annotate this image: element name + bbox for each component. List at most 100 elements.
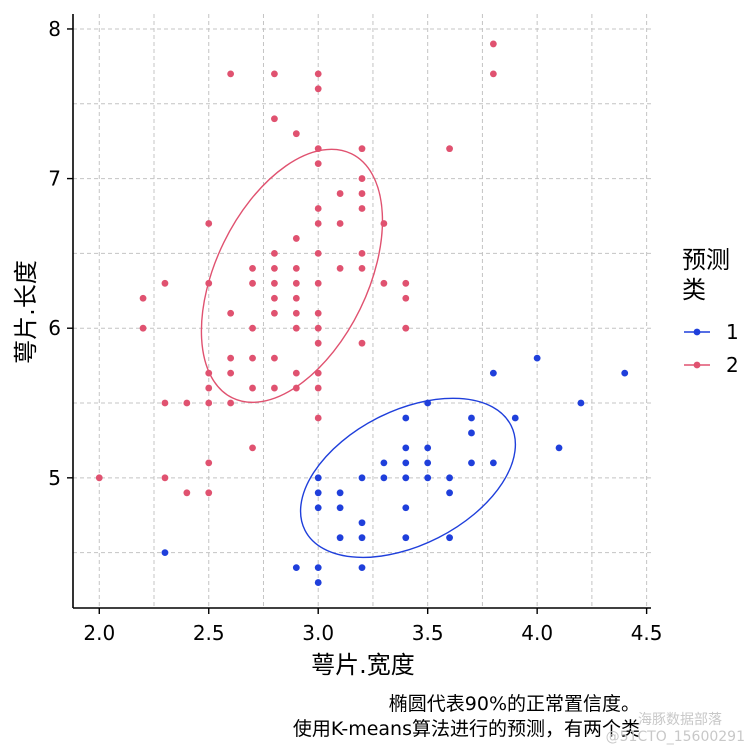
point-series-2 [314,309,322,317]
point-series-1 [489,459,497,467]
point-series-2 [249,279,256,287]
caption-line-2: 使用K-means算法进行的预测，有两个类 [293,718,640,740]
point-series-2 [292,279,300,287]
ellipse-series-1 [299,397,517,559]
data-points [95,40,629,586]
point-series-2 [314,160,322,168]
point-series-2 [402,279,410,287]
point-series-1 [314,504,322,512]
point-series-2 [249,264,256,272]
x-tick-label: 3.5 [412,621,444,645]
point-series-2 [446,145,453,153]
point-series-2 [271,279,278,287]
point-series-2 [402,324,410,332]
point-series-2 [139,294,147,302]
point-series-1 [424,459,432,467]
point-series-2 [271,309,278,317]
point-series-2 [271,384,278,392]
legend-marker-2 [693,361,701,369]
point-series-1 [336,489,344,497]
x-tick-label: 4.0 [521,621,553,645]
point-series-2 [358,339,366,347]
confidence-ellipses [200,148,517,559]
point-series-1 [511,414,519,422]
y-tick-label: 8 [48,17,61,41]
legend-marker-1 [693,328,701,336]
point-series-1 [292,564,300,572]
x-tick-label: 2.5 [193,621,225,645]
point-series-1 [446,489,453,497]
point-series-1 [358,474,366,482]
point-series-2 [292,384,300,392]
point-series-1 [358,519,366,527]
point-series-1 [424,444,432,452]
point-series-2 [314,85,322,93]
point-series-1 [402,444,410,452]
legend-label-2: 2 [726,353,739,377]
point-series-1 [424,474,432,482]
ellipse-series-2 [200,148,384,404]
point-series-1 [489,369,497,377]
point-series-2 [314,414,322,422]
point-series-2 [314,249,322,257]
point-series-2 [314,384,322,392]
point-series-1 [577,399,585,407]
legend: 预测 类 1 2 [682,246,739,377]
point-series-2 [161,399,169,407]
point-series-1 [380,474,388,482]
point-series-1 [161,549,169,557]
watermark-name: 海豚数据部落 [638,712,722,728]
point-series-2 [358,205,366,212]
x-tick-label: 2.0 [83,621,115,645]
point-series-2 [271,70,278,78]
point-series-2 [292,324,300,332]
point-series-2 [205,384,213,392]
y-tick-label: 5 [48,466,61,490]
point-series-2 [314,279,322,287]
point-series-2 [314,205,322,212]
point-series-2 [489,70,497,78]
point-series-2 [314,369,322,377]
point-series-2 [95,474,103,482]
point-series-2 [205,220,213,227]
point-series-2 [358,190,366,197]
point-series-1 [468,414,475,422]
point-series-2 [358,264,366,272]
y-tick-label: 7 [48,167,61,191]
point-series-1 [446,534,453,542]
point-series-2 [292,235,300,242]
point-series-1 [424,399,432,407]
x-tick-label: 4.5 [631,621,663,645]
point-series-2 [227,399,235,407]
point-series-2 [489,40,497,48]
point-series-2 [271,115,278,123]
point-series-2 [402,294,410,302]
point-series-1 [468,459,475,467]
point-series-2 [292,264,300,272]
point-series-2 [314,70,322,78]
point-series-2 [227,70,235,78]
point-series-2 [314,145,322,153]
point-series-1 [402,474,410,482]
point-series-2 [380,220,388,227]
point-series-2 [380,279,388,287]
point-series-2 [161,279,169,287]
point-series-1 [446,474,453,482]
point-series-1 [336,504,344,512]
point-series-2 [249,384,256,392]
point-series-1 [314,564,322,572]
point-series-2 [314,324,322,332]
point-series-2 [205,489,213,497]
point-series-1 [402,534,410,542]
point-series-1 [621,369,629,377]
point-series-1 [402,504,410,512]
point-series-2 [249,354,256,362]
point-series-2 [292,294,300,302]
point-series-2 [227,354,235,362]
point-series-2 [183,399,191,407]
point-series-2 [314,339,322,347]
watermark-id: @51CTO_15600291 [606,729,745,745]
point-series-2 [227,369,235,377]
point-series-2 [183,489,191,497]
point-series-2 [205,369,213,377]
